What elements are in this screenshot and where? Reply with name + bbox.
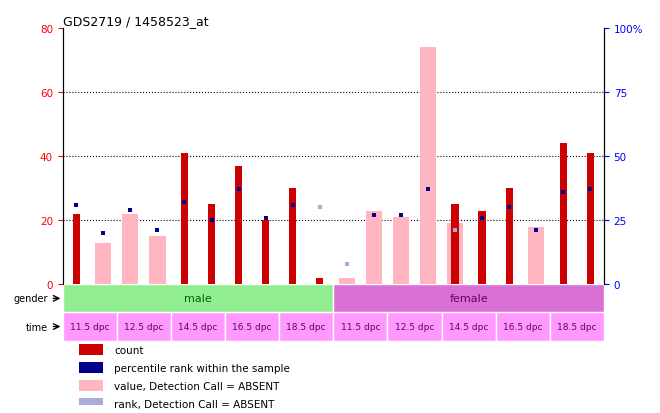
Bar (171, 313, 225, 341)
Text: 14.5 dpc: 14.5 dpc (178, 322, 218, 331)
Bar (79, 398, 103, 409)
Text: 18.5 dpc: 18.5 dpc (286, 322, 326, 331)
Text: 12.5 dpc: 12.5 dpc (395, 322, 434, 331)
Text: 11.5 dpc: 11.5 dpc (70, 322, 110, 331)
Bar (289, 189, 296, 285)
Bar (181, 154, 188, 285)
Text: 11.5 dpc: 11.5 dpc (341, 322, 380, 331)
Bar (451, 205, 459, 285)
Bar (149, 237, 166, 285)
Text: 16.5 dpc: 16.5 dpc (503, 322, 543, 331)
Text: 18.5 dpc: 18.5 dpc (557, 322, 597, 331)
Text: female: female (449, 294, 488, 304)
Text: time: time (26, 322, 48, 332)
Text: percentile rank within the sample: percentile rank within the sample (114, 363, 290, 373)
Bar (333, 285, 604, 313)
Bar (442, 313, 496, 341)
Bar (447, 224, 463, 285)
Bar (333, 313, 387, 341)
Text: value, Detection Call = ABSENT: value, Detection Call = ABSENT (114, 381, 279, 391)
Text: 12.5 dpc: 12.5 dpc (124, 322, 164, 331)
Bar (117, 313, 171, 341)
Bar (387, 313, 442, 341)
Bar (560, 144, 567, 285)
Bar (262, 221, 269, 285)
Text: GDS2719 / 1458523_at: GDS2719 / 1458523_at (63, 15, 209, 28)
Text: 14.5 dpc: 14.5 dpc (449, 322, 488, 331)
Text: rank, Detection Call = ABSENT: rank, Detection Call = ABSENT (114, 399, 275, 409)
Bar (122, 214, 139, 285)
Bar (420, 48, 436, 285)
Bar (496, 313, 550, 341)
Bar (528, 227, 544, 285)
Text: gender: gender (13, 294, 48, 304)
Bar (587, 154, 594, 285)
Bar (366, 211, 382, 285)
Bar (393, 218, 409, 285)
Bar (235, 166, 242, 285)
Text: count: count (114, 345, 144, 356)
Bar (79, 344, 103, 356)
Bar (95, 243, 112, 285)
Bar (225, 313, 279, 341)
Bar (478, 211, 486, 285)
Bar (550, 313, 604, 341)
Bar (339, 278, 355, 285)
Bar (73, 214, 80, 285)
Bar (506, 189, 513, 285)
Text: 16.5 dpc: 16.5 dpc (232, 322, 272, 331)
Bar (279, 313, 333, 341)
Text: male: male (184, 294, 212, 304)
Bar (63, 285, 333, 313)
Bar (79, 380, 103, 392)
Bar (79, 362, 103, 373)
Bar (208, 205, 215, 285)
Bar (316, 278, 323, 285)
Bar (63, 313, 117, 341)
